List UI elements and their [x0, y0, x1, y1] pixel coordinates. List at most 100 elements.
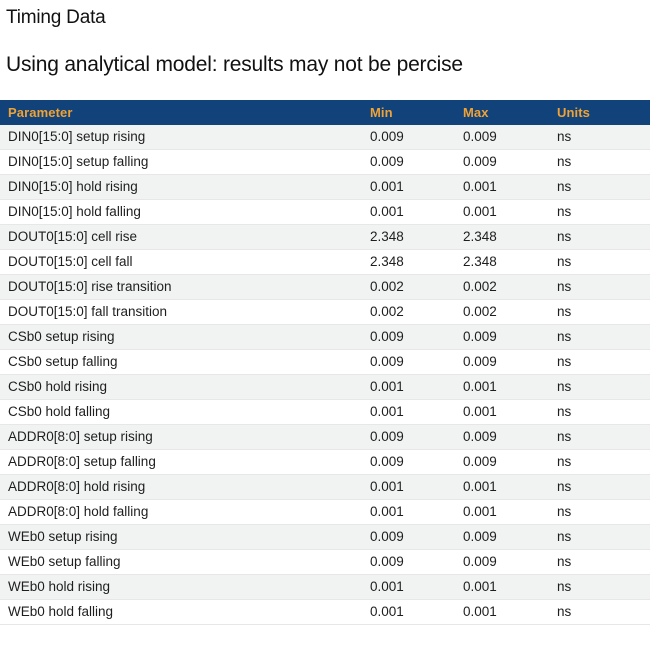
cell-units: ns	[549, 499, 650, 525]
cell-units: ns	[549, 149, 650, 175]
cell-parameter: WEb0 setup rising	[0, 524, 362, 550]
cell-parameter: DOUT0[15:0] cell fall	[0, 249, 362, 275]
cell-units: ns	[549, 574, 650, 600]
cell-min: 2.348	[362, 249, 455, 275]
table-row: DIN0[15:0] setup rising 0.009 0.009 ns	[0, 124, 650, 150]
cell-max: 0.001	[455, 399, 549, 425]
cell-units: ns	[549, 124, 650, 150]
column-header-min: Min	[362, 99, 455, 125]
cell-parameter: ADDR0[8:0] hold rising	[0, 474, 362, 500]
cell-units: ns	[549, 324, 650, 350]
cell-max: 0.009	[455, 124, 549, 150]
table-row: DOUT0[15:0] rise transition 0.002 0.002 ns	[0, 274, 650, 300]
table-row: DOUT0[15:0] cell rise 2.348 2.348 ns	[0, 224, 650, 250]
table-row: ADDR0[8:0] setup falling 0.009 0.009 ns	[0, 449, 650, 475]
table-row: DIN0[15:0] setup falling 0.009 0.009 ns	[0, 149, 650, 175]
cell-max: 2.348	[455, 224, 549, 250]
cell-units: ns	[549, 524, 650, 550]
cell-min: 0.001	[362, 174, 455, 200]
column-header-parameter: Parameter	[0, 99, 362, 125]
cell-units: ns	[549, 474, 650, 500]
table-row: WEb0 hold falling 0.001 0.001 ns	[0, 599, 650, 625]
table-row: CSb0 setup rising 0.009 0.009 ns	[0, 324, 650, 350]
cell-min: 0.009	[362, 549, 455, 575]
cell-min: 0.001	[362, 499, 455, 525]
cell-parameter: DIN0[15:0] hold rising	[0, 174, 362, 200]
cell-parameter: DOUT0[15:0] rise transition	[0, 274, 362, 300]
cell-max: 0.001	[455, 374, 549, 400]
cell-parameter: CSb0 setup falling	[0, 349, 362, 375]
cell-units: ns	[549, 274, 650, 300]
cell-parameter: DIN0[15:0] setup rising	[0, 124, 362, 150]
table-row: ADDR0[8:0] hold falling 0.001 0.001 ns	[0, 499, 650, 525]
cell-parameter: DIN0[15:0] setup falling	[0, 149, 362, 175]
table-body: DIN0[15:0] setup rising 0.009 0.009 ns DIN0[…	[0, 124, 650, 625]
cell-parameter: CSb0 hold falling	[0, 399, 362, 425]
cell-min: 0.001	[362, 474, 455, 500]
cell-min: 0.009	[362, 449, 455, 475]
timing-data-table: Parameter Min Max Units DIN0[15:0] setup…	[0, 99, 650, 625]
cell-min: 0.002	[362, 274, 455, 300]
column-header-units: Units	[549, 99, 650, 125]
cell-units: ns	[549, 374, 650, 400]
cell-min: 0.009	[362, 424, 455, 450]
cell-max: 0.009	[455, 524, 549, 550]
table-row: DOUT0[15:0] cell fall 2.348 2.348 ns	[0, 249, 650, 275]
cell-units: ns	[549, 174, 650, 200]
cell-parameter: CSb0 hold rising	[0, 374, 362, 400]
cell-parameter: ADDR0[8:0] hold falling	[0, 499, 362, 525]
table-row: WEb0 hold rising 0.001 0.001 ns	[0, 574, 650, 600]
cell-max: 0.002	[455, 274, 549, 300]
cell-parameter: CSb0 setup rising	[0, 324, 362, 350]
table-row: CSb0 hold rising 0.001 0.001 ns	[0, 374, 650, 400]
cell-max: 0.001	[455, 499, 549, 525]
column-header-max: Max	[455, 99, 549, 125]
cell-max: 0.001	[455, 574, 549, 600]
table-row: CSb0 setup falling 0.009 0.009 ns	[0, 349, 650, 375]
table-row: ADDR0[8:0] hold rising 0.001 0.001 ns	[0, 474, 650, 500]
cell-min: 0.001	[362, 574, 455, 600]
cell-max: 0.009	[455, 149, 549, 175]
cell-units: ns	[549, 349, 650, 375]
cell-min: 0.009	[362, 124, 455, 150]
table-row: WEb0 setup rising 0.009 0.009 ns	[0, 524, 650, 550]
cell-max: 0.001	[455, 174, 549, 200]
cell-parameter: DOUT0[15:0] fall transition	[0, 299, 362, 325]
cell-max: 0.009	[455, 424, 549, 450]
table-row: DIN0[15:0] hold falling 0.001 0.001 ns	[0, 199, 650, 225]
table-row: CSb0 hold falling 0.001 0.001 ns	[0, 399, 650, 425]
table-row: ADDR0[8:0] setup rising 0.009 0.009 ns	[0, 424, 650, 450]
cell-parameter: WEb0 hold falling	[0, 599, 362, 625]
cell-max: 0.009	[455, 549, 549, 575]
cell-min: 0.009	[362, 349, 455, 375]
cell-units: ns	[549, 199, 650, 225]
cell-units: ns	[549, 424, 650, 450]
cell-units: ns	[549, 599, 650, 625]
cell-min: 0.009	[362, 524, 455, 550]
cell-min: 0.002	[362, 299, 455, 325]
cell-units: ns	[549, 224, 650, 250]
cell-min: 0.001	[362, 374, 455, 400]
cell-parameter: DOUT0[15:0] cell rise	[0, 224, 362, 250]
cell-max: 0.009	[455, 449, 549, 475]
cell-max: 0.009	[455, 349, 549, 375]
cell-min: 0.001	[362, 599, 455, 625]
table-header-row: Parameter Min Max Units	[0, 99, 650, 125]
cell-max: 0.001	[455, 474, 549, 500]
cell-units: ns	[549, 249, 650, 275]
cell-units: ns	[549, 399, 650, 425]
cell-max: 0.002	[455, 299, 549, 325]
cell-max: 0.009	[455, 324, 549, 350]
cell-min: 0.009	[362, 324, 455, 350]
cell-min: 0.009	[362, 149, 455, 175]
table-row: DIN0[15:0] hold rising 0.001 0.001 ns	[0, 174, 650, 200]
cell-parameter: WEb0 setup falling	[0, 549, 362, 575]
cell-min: 0.001	[362, 399, 455, 425]
page-subtitle: Using analytical model: results may not …	[6, 52, 463, 76]
cell-min: 0.001	[362, 199, 455, 225]
cell-max: 0.001	[455, 199, 549, 225]
cell-parameter: ADDR0[8:0] setup falling	[0, 449, 362, 475]
cell-units: ns	[549, 549, 650, 575]
cell-parameter: ADDR0[8:0] setup rising	[0, 424, 362, 450]
table-row: DOUT0[15:0] fall transition 0.002 0.002 ns	[0, 299, 650, 325]
